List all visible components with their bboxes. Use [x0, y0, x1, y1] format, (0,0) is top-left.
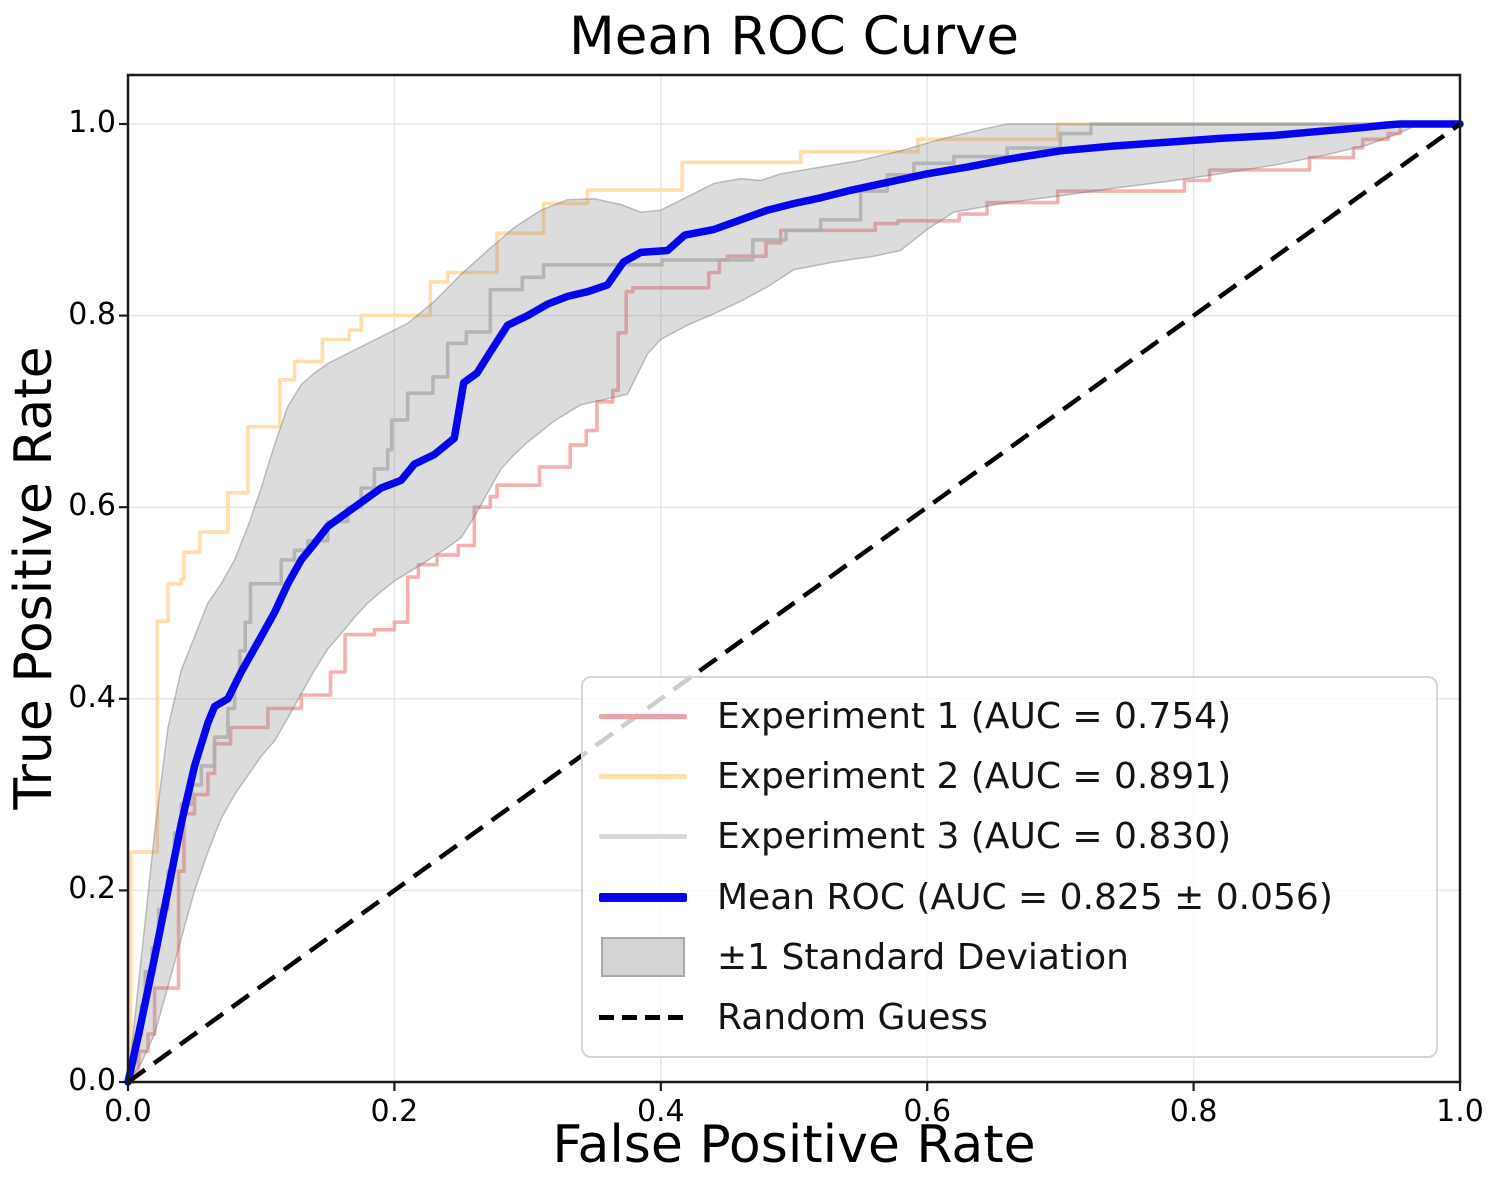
legend-item: Random Guess: [597, 997, 1426, 1038]
legend-label: Mean ROC (AUC = 0.825 ± 0.056): [717, 876, 1333, 918]
x-tick-label: 0.2: [370, 1094, 419, 1129]
y-axis-label: True Positive Rate: [4, 346, 64, 810]
legend-item: Experiment 1 (AUC = 0.754): [597, 696, 1426, 737]
line-swatch: [599, 773, 687, 779]
patch-swatch: [601, 937, 685, 978]
legend-label: ±1 Standard Deviation: [717, 936, 1129, 978]
legend-swatch-line-thick-icon: [597, 892, 689, 902]
legend-label: Experiment 3 (AUC = 0.830): [717, 816, 1232, 858]
chart-title: Mean ROC Curve: [568, 6, 1019, 67]
random-guess-line: [126, 122, 1462, 1084]
x-axis-label: False Positive Rate: [552, 1115, 1036, 1175]
y-tick-label: 0.0: [68, 1063, 116, 1098]
experiment-1-line: [128, 122, 1460, 1084]
x-tick-label: 1.0: [1436, 1094, 1484, 1129]
dash-swatch: [599, 1015, 687, 1021]
legend-item: Mean ROC (AUC = 0.825 ± 0.056): [597, 877, 1426, 918]
legend-swatch-patch-icon: [597, 937, 689, 978]
y-tick-label: 1.0: [68, 105, 116, 140]
line-thick-swatch: [599, 892, 687, 902]
x-tick-label: 0.6: [903, 1094, 952, 1129]
x-tick-label: 0.0: [104, 1094, 152, 1129]
legend-item: Experiment 3 (AUC = 0.830): [597, 816, 1426, 857]
legend-label: Experiment 2 (AUC = 0.891): [717, 755, 1232, 797]
legend-item: ±1 Standard Deviation: [597, 937, 1426, 978]
x-tick-label: 0.8: [1169, 1094, 1218, 1129]
line-swatch: [599, 713, 687, 719]
mean-roc-line: [124, 120, 1464, 1086]
experiment-2-line: [128, 122, 1460, 1084]
legend-swatch-dash-icon: [597, 1015, 689, 1021]
y-tick-label: 0.8: [68, 296, 116, 332]
axes-frame: [126, 73, 1462, 1084]
y-tick-label: 0.6: [68, 488, 116, 524]
x-tick-label: 0.4: [636, 1094, 685, 1129]
legend-label: Random Guess: [717, 997, 988, 1039]
legend-swatch-line-icon: [597, 773, 689, 779]
legend: Experiment 1 (AUC = 0.754) Experiment 2 (…: [581, 676, 1438, 1058]
y-tick-label: 0.2: [68, 871, 116, 907]
line-swatch: [599, 834, 687, 840]
legend-item: Experiment 2 (AUC = 0.891): [597, 756, 1426, 797]
legend-label: Experiment 1 (AUC = 0.754): [717, 695, 1232, 737]
y-tick-label: 0.4: [68, 679, 116, 715]
legend-swatch-line-icon: [597, 834, 689, 840]
legend-swatch-line-icon: [597, 713, 689, 719]
std-band-area: [127, 123, 1460, 1083]
